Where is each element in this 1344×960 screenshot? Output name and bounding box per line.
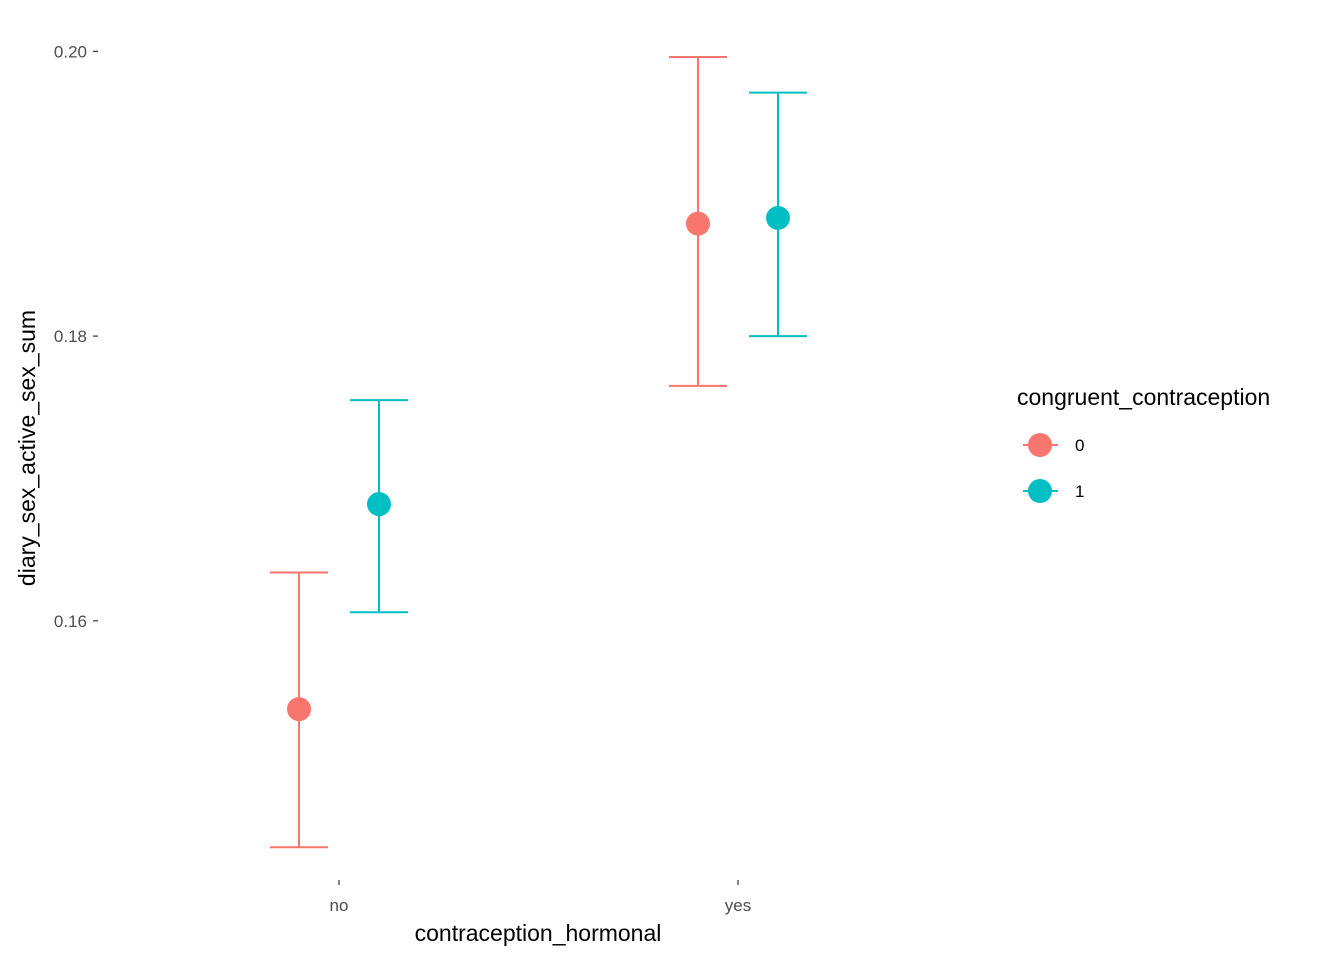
error-bar-series-0-yes	[669, 56, 727, 387]
y-axis-title: diary_sex_active_sex_sum	[14, 310, 40, 586]
y-axis: 0.16 0.18 0.20	[54, 42, 98, 631]
error-bar-series-1-yes	[749, 91, 807, 338]
legend-key-point	[1028, 479, 1052, 503]
legend: congruent_contraception 0 1	[1017, 384, 1270, 503]
data-point-series-1-no	[367, 492, 391, 517]
legend-label: 1	[1075, 482, 1084, 501]
y-tick-label: 0.18	[54, 327, 87, 346]
legend-label: 0	[1075, 436, 1084, 455]
data-point-series-0-no	[287, 697, 311, 722]
x-tick-label: yes	[725, 896, 751, 915]
error-bar-series-1-no	[350, 399, 408, 614]
data-point-series-0-yes	[686, 211, 710, 236]
x-axis: no yes	[330, 880, 751, 915]
x-axis-title: contraception_hormonal	[415, 920, 662, 946]
x-tick-label: no	[330, 896, 349, 915]
legend-title: congruent_contraception	[1017, 384, 1270, 410]
data-point-series-1-yes	[766, 205, 790, 230]
error-bar-series-0-no	[270, 571, 328, 849]
legend-key-point	[1028, 433, 1052, 457]
legend-key-0: 0	[1023, 433, 1084, 457]
plot-marks	[270, 56, 807, 849]
y-tick-label: 0.16	[54, 612, 87, 631]
legend-key-1: 1	[1023, 479, 1084, 503]
y-tick-label: 0.20	[54, 42, 87, 61]
